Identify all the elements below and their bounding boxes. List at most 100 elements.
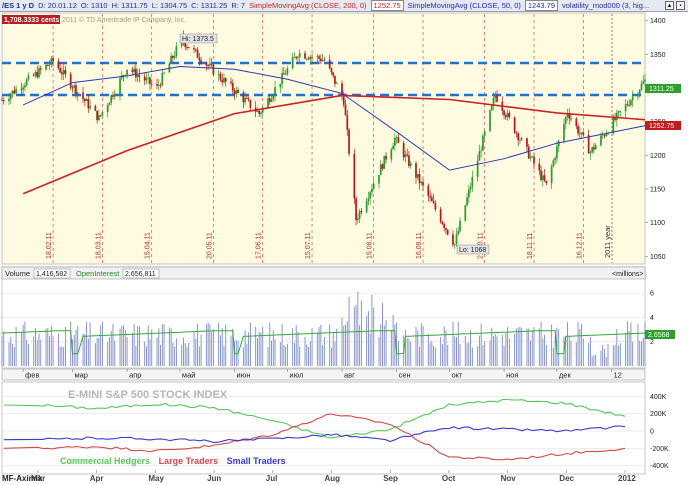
candle-body: [372, 183, 375, 189]
price-tick-label: 1400: [650, 18, 666, 25]
candle-body: [304, 53, 306, 59]
candle-body: [64, 69, 67, 75]
candle-body: [212, 64, 215, 75]
candle-body: [540, 170, 542, 180]
candle-body: [409, 163, 412, 167]
expand-icon[interactable]: ▲: [665, 1, 674, 10]
settings-icon[interactable]: ▪: [676, 1, 685, 10]
candle-body: [233, 90, 236, 95]
month-label: июн: [237, 371, 251, 380]
candle-body: [580, 132, 583, 134]
candle-body: [577, 125, 579, 134]
candle-body: [291, 57, 294, 69]
candle-body: [369, 192, 372, 199]
symbol-label[interactable]: /ES 1 y D: [2, 1, 35, 10]
candlestick-series: [1, 30, 646, 249]
candle-body: [272, 95, 275, 100]
candle-body: [600, 135, 602, 146]
candle-body: [196, 49, 199, 58]
candle-body: [270, 99, 273, 102]
volume-units: <millions>: [612, 271, 644, 278]
open-interest-value: 2,656,811: [125, 271, 156, 278]
candle-body: [392, 146, 394, 150]
candle-body: [297, 57, 299, 59]
candle-body: [607, 133, 609, 135]
candle-body: [223, 78, 225, 83]
candle-body: [490, 104, 493, 111]
date-marker-label: 19.08.11: [367, 232, 374, 259]
cot-x-label: Sep: [383, 474, 398, 483]
candle-body: [328, 59, 331, 69]
candle-body: [305, 58, 308, 60]
candle-body: [543, 175, 546, 181]
candle-body: [25, 79, 28, 86]
cot-tick-label: 0: [650, 429, 654, 436]
candle-body: [478, 151, 481, 161]
candle-body: [332, 72, 335, 76]
open-interest-line: [1, 330, 645, 355]
candle-body: [541, 175, 544, 180]
candle-body: [355, 198, 357, 221]
candle-body: [319, 58, 322, 62]
month-label: фев: [25, 371, 39, 380]
candle-body: [550, 166, 553, 184]
candle-body: [443, 224, 446, 229]
candle-body: [356, 218, 359, 221]
candle-body: [73, 85, 76, 88]
candle-body: [217, 73, 220, 75]
candle-body: [644, 79, 646, 82]
candle-body: [61, 72, 63, 75]
candle-body: [170, 56, 172, 64]
price-tick-label: 1200: [650, 153, 666, 160]
cot-y-axis: 400K 200K 0 -200K -400K: [650, 394, 669, 470]
candle-body: [210, 63, 213, 65]
candle-body: [630, 100, 632, 106]
candle-body: [482, 135, 484, 151]
window-controls: ▲ ▪: [665, 1, 685, 10]
candle-body: [513, 117, 516, 133]
candle-body: [11, 90, 14, 95]
sma200-label[interactable]: SimpleMovingAvg (CLOSE, 200, 0): [249, 1, 367, 10]
candle-body: [520, 138, 523, 140]
oi-tag: [645, 330, 675, 339]
candle-body: [309, 56, 312, 60]
candle-body: [163, 72, 165, 74]
volume-gridlines: [2, 292, 645, 342]
candle-body: [57, 61, 60, 69]
candle-body: [76, 92, 79, 95]
date-marker-label: 16.12.11: [576, 232, 583, 259]
candle-body: [147, 77, 150, 79]
candle-body: [186, 46, 188, 48]
candle-body: [612, 117, 615, 134]
month-label: май: [182, 371, 196, 380]
candle-body: [395, 137, 398, 139]
candle-body: [432, 200, 435, 204]
candle-body: [582, 132, 585, 136]
sma50-label[interactable]: SimpleMovingAvg (CLOSE, 50, 0): [407, 1, 521, 10]
candle-body: [594, 145, 597, 150]
price-panel-bg: [1, 12, 646, 265]
candle-body: [136, 74, 139, 78]
cot-x-label: Apr: [90, 474, 104, 483]
candle-body: [175, 46, 178, 56]
candle-body: [341, 83, 343, 97]
candle-body: [402, 143, 405, 158]
volatility-label[interactable]: volatility_mod000 (3, hig...: [562, 1, 650, 10]
candle-body: [13, 90, 16, 94]
candle-body: [538, 163, 541, 171]
candle-body: [615, 112, 618, 120]
candle-body: [184, 42, 187, 47]
candle-body: [36, 71, 39, 78]
candle-body: [427, 185, 430, 197]
candle-body: [193, 48, 195, 50]
candle-body: [94, 105, 97, 111]
candle-body: [545, 180, 548, 184]
cot-gridlines: [2, 396, 645, 466]
cot-legend: Commercial Hedgers Large Traders Small T…: [60, 456, 292, 466]
open-value: O: 1310: [80, 1, 108, 10]
candle-body: [219, 73, 222, 80]
candle-body: [441, 221, 444, 225]
candle-body: [283, 73, 285, 75]
candle-body: [48, 64, 51, 66]
candle-body: [638, 89, 641, 95]
